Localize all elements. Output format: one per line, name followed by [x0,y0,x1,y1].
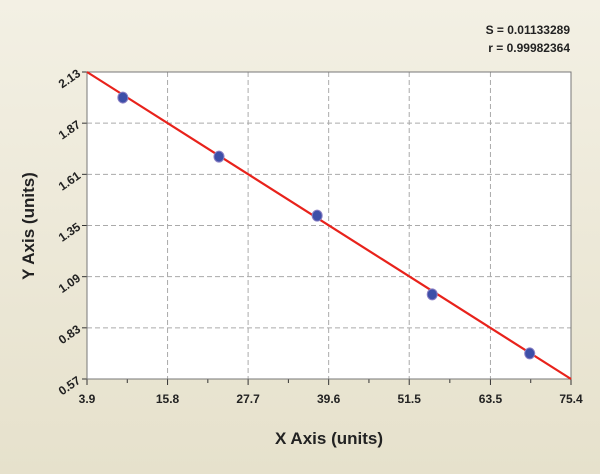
point [426,288,438,301]
x-tick-label: 75.4 [559,392,583,406]
x-tick-label: 3.9 [79,392,96,406]
fit-line [86,71,572,380]
x-tick-label: 51.5 [398,392,422,406]
point [524,347,536,360]
point [213,150,225,163]
x-axis-label: X Axis (units) [275,429,383,448]
x-tick-label: 27.7 [236,392,260,406]
x-tick-label: 63.5 [479,392,503,406]
x-tick-label: 15.8 [156,392,180,406]
x-tick-label: 39.6 [317,392,341,406]
y-axis-label: Y Axis (units) [19,172,38,280]
annotation: r = 0.99982364 [488,41,570,55]
point [311,209,323,222]
plot-border [86,71,572,380]
point [117,91,129,104]
annotation: S = 0.01133289 [486,23,571,37]
